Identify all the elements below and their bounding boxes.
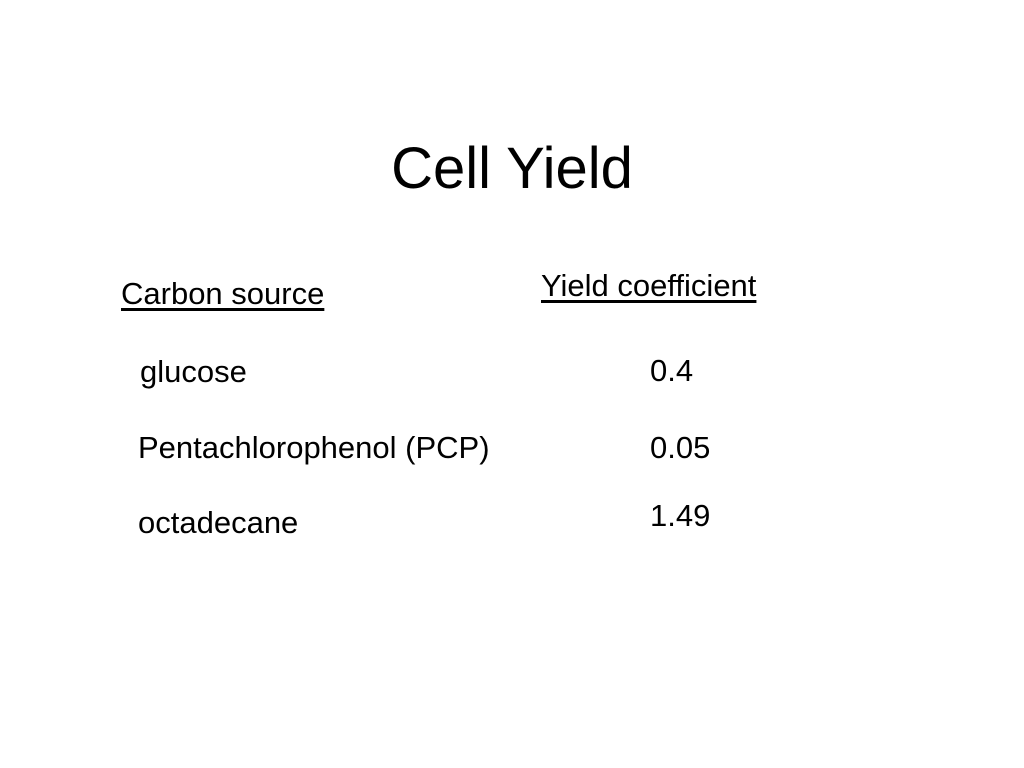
slide-title: Cell Yield — [391, 136, 633, 201]
row-yield: 0.4 — [650, 353, 694, 388]
header-yield-coefficient: Yield coefficient — [541, 268, 757, 303]
row-source: Pentachlorophenol (PCP) — [138, 430, 490, 465]
row-source: glucose — [140, 354, 247, 389]
header-carbon-source: Carbon source — [121, 276, 325, 311]
row-source: octadecane — [138, 505, 299, 540]
row-yield: 1.49 — [650, 498, 711, 533]
row-yield: 0.05 — [650, 430, 711, 465]
